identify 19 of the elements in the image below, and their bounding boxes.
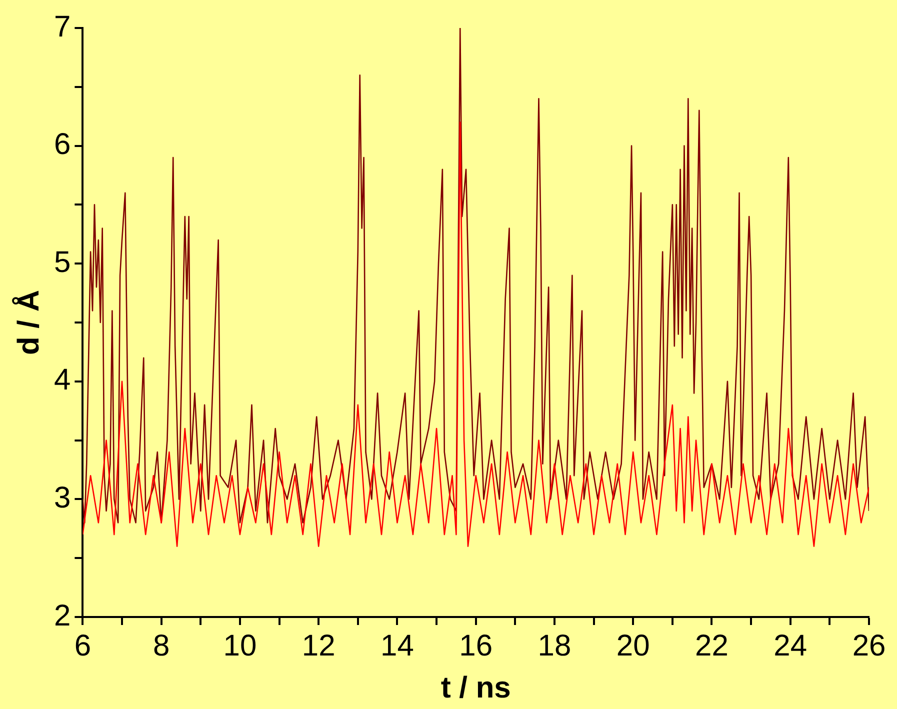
x-tick-label: 12 [302,629,336,662]
y-tick-label: 6 [54,128,71,162]
x-axis-title: t / ns [440,671,511,704]
x-tick-label: 6 [74,629,92,662]
x-tick-label: 22 [695,629,728,662]
y-axis-title: d / Å [11,290,46,355]
x-tick-label: 20 [616,629,650,662]
x-tick-label: 14 [380,629,414,662]
y-tick-label: 5 [54,246,71,279]
x-tick-label: 10 [223,629,257,662]
x-tick-label: 18 [538,629,572,662]
y-tick-label: 3 [54,481,71,514]
y-tick-label: 7 [54,10,71,44]
x-tick-label: 8 [152,629,170,662]
x-tick-label: 24 [774,629,808,662]
x-tick-label: 26 [852,629,886,662]
y-tick-label: 2 [54,599,71,632]
x-tick-label: 16 [459,629,493,662]
y-tick-label: 4 [54,364,71,397]
